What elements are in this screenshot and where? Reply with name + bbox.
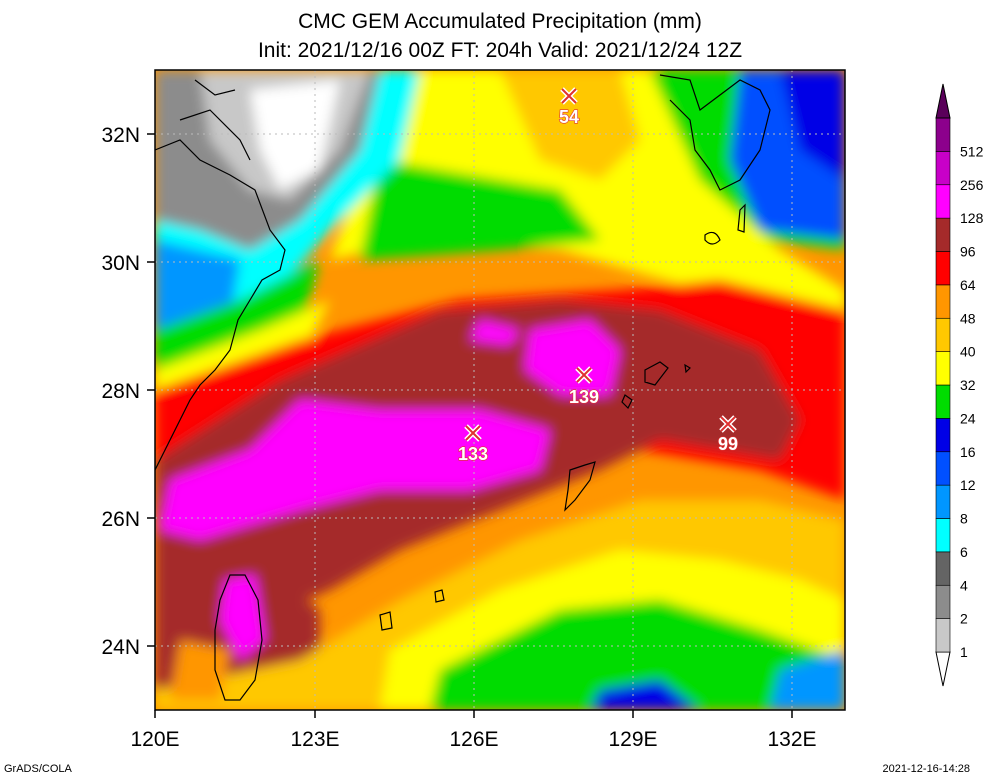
colorbar-label: 6 — [960, 544, 968, 560]
y-tick-26N: 26N — [101, 508, 140, 531]
map-area: 54 139 133 99 — [155, 70, 845, 710]
colorbar-label: 256 — [960, 177, 984, 193]
colorbar-segment — [935, 618, 951, 653]
colorbar-bottom-arrow — [935, 651, 951, 687]
title-line-1: CMC GEM Accumulated Precipitation (mm) — [298, 10, 702, 33]
title-line-2: Init: 2021/12/16 00Z FT: 204h Valid: 202… — [258, 39, 742, 62]
marker-max-139: 139 — [568, 366, 600, 408]
colorbar-label: 128 — [960, 210, 984, 226]
y-tick-24N: 24N — [101, 636, 140, 659]
marker-max-133: 133 — [457, 424, 489, 465]
colorbar-segment — [935, 551, 951, 586]
marker-label-99: 99 — [718, 434, 738, 454]
marker-label-139: 139 — [569, 387, 599, 407]
colorbar-label: 40 — [960, 344, 976, 360]
coastlines — [155, 74, 771, 701]
y-tick-30N: 30N — [101, 252, 140, 275]
colorbar-segment — [935, 351, 951, 386]
colorbar-label: 512 — [960, 143, 984, 159]
colorbar-segment — [935, 518, 951, 553]
colorbar-segment — [935, 184, 951, 219]
colorbar-segment — [935, 251, 951, 286]
colorbar-label: 16 — [960, 444, 976, 460]
colorbar-label: 48 — [960, 310, 976, 326]
colorbar-label: 96 — [960, 244, 976, 260]
x-tick-123E: 123E — [290, 728, 339, 751]
x-tick-129E: 129E — [608, 728, 657, 751]
colorbar-label: 64 — [960, 277, 976, 293]
colorbar-segment — [935, 584, 951, 619]
marker-label-133: 133 — [458, 444, 488, 464]
gridlines — [155, 70, 845, 710]
colorbar-label: 4 — [960, 577, 968, 593]
x-tick-120E: 120E — [130, 728, 179, 751]
colorbar-top-arrow — [935, 83, 951, 119]
tick-marks — [147, 133, 793, 718]
colorbar-segment — [935, 418, 951, 453]
colorbar-label: 2 — [960, 611, 968, 627]
colorbar-segment — [935, 217, 951, 252]
footer-right: 2021-12-16-14:28 — [883, 763, 970, 775]
colorbar-label: 32 — [960, 377, 976, 393]
colorbar-segment — [935, 317, 951, 352]
colorbar-segment — [935, 484, 951, 519]
colorbar-segment — [935, 117, 951, 152]
colorbar-label: 8 — [960, 511, 968, 527]
colorbar-segment — [935, 451, 951, 486]
colorbar-segment — [935, 284, 951, 319]
colorbar-label: 1 — [960, 644, 968, 660]
marker-label-54: 54 — [559, 107, 579, 127]
footer-left: GrADS/COLA — [4, 763, 73, 775]
colorbar-segment — [935, 151, 951, 186]
y-tick-32N: 32N — [101, 124, 140, 147]
colorbar-label: 12 — [960, 477, 976, 493]
marker-max-54: 54 — [558, 87, 580, 128]
x-tick-126E: 126E — [449, 728, 498, 751]
y-tick-28N: 28N — [101, 380, 140, 403]
x-tick-132E: 132E — [767, 728, 816, 751]
colorbar-label: 24 — [960, 410, 976, 426]
marker-max-99: 99 — [717, 415, 739, 455]
colorbar-segment — [935, 384, 951, 419]
